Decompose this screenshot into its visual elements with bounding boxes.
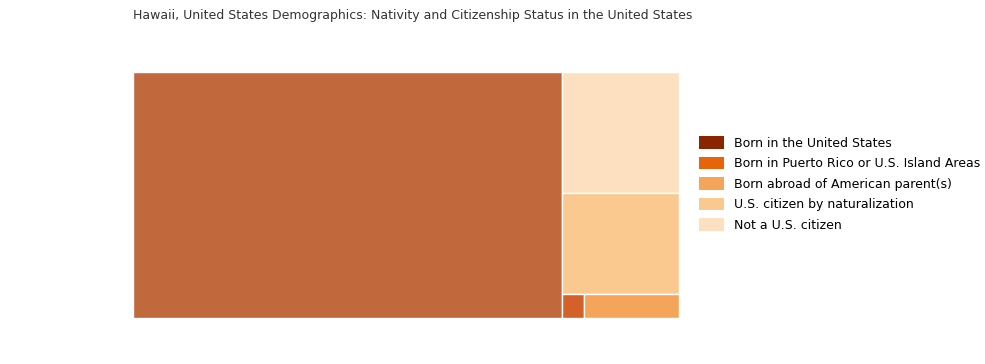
Bar xyxy=(562,72,679,193)
Bar xyxy=(584,294,679,318)
Bar xyxy=(562,193,679,294)
Bar xyxy=(562,294,584,318)
Text: Hawaii, United States Demographics: Nativity and Citizenship Status in the Unite: Hawaii, United States Demographics: Nati… xyxy=(133,9,692,22)
Bar xyxy=(133,72,562,318)
Legend: Born in the United States, Born in Puerto Rico or U.S. Island Areas, Born abroad: Born in the United States, Born in Puert… xyxy=(694,131,985,237)
